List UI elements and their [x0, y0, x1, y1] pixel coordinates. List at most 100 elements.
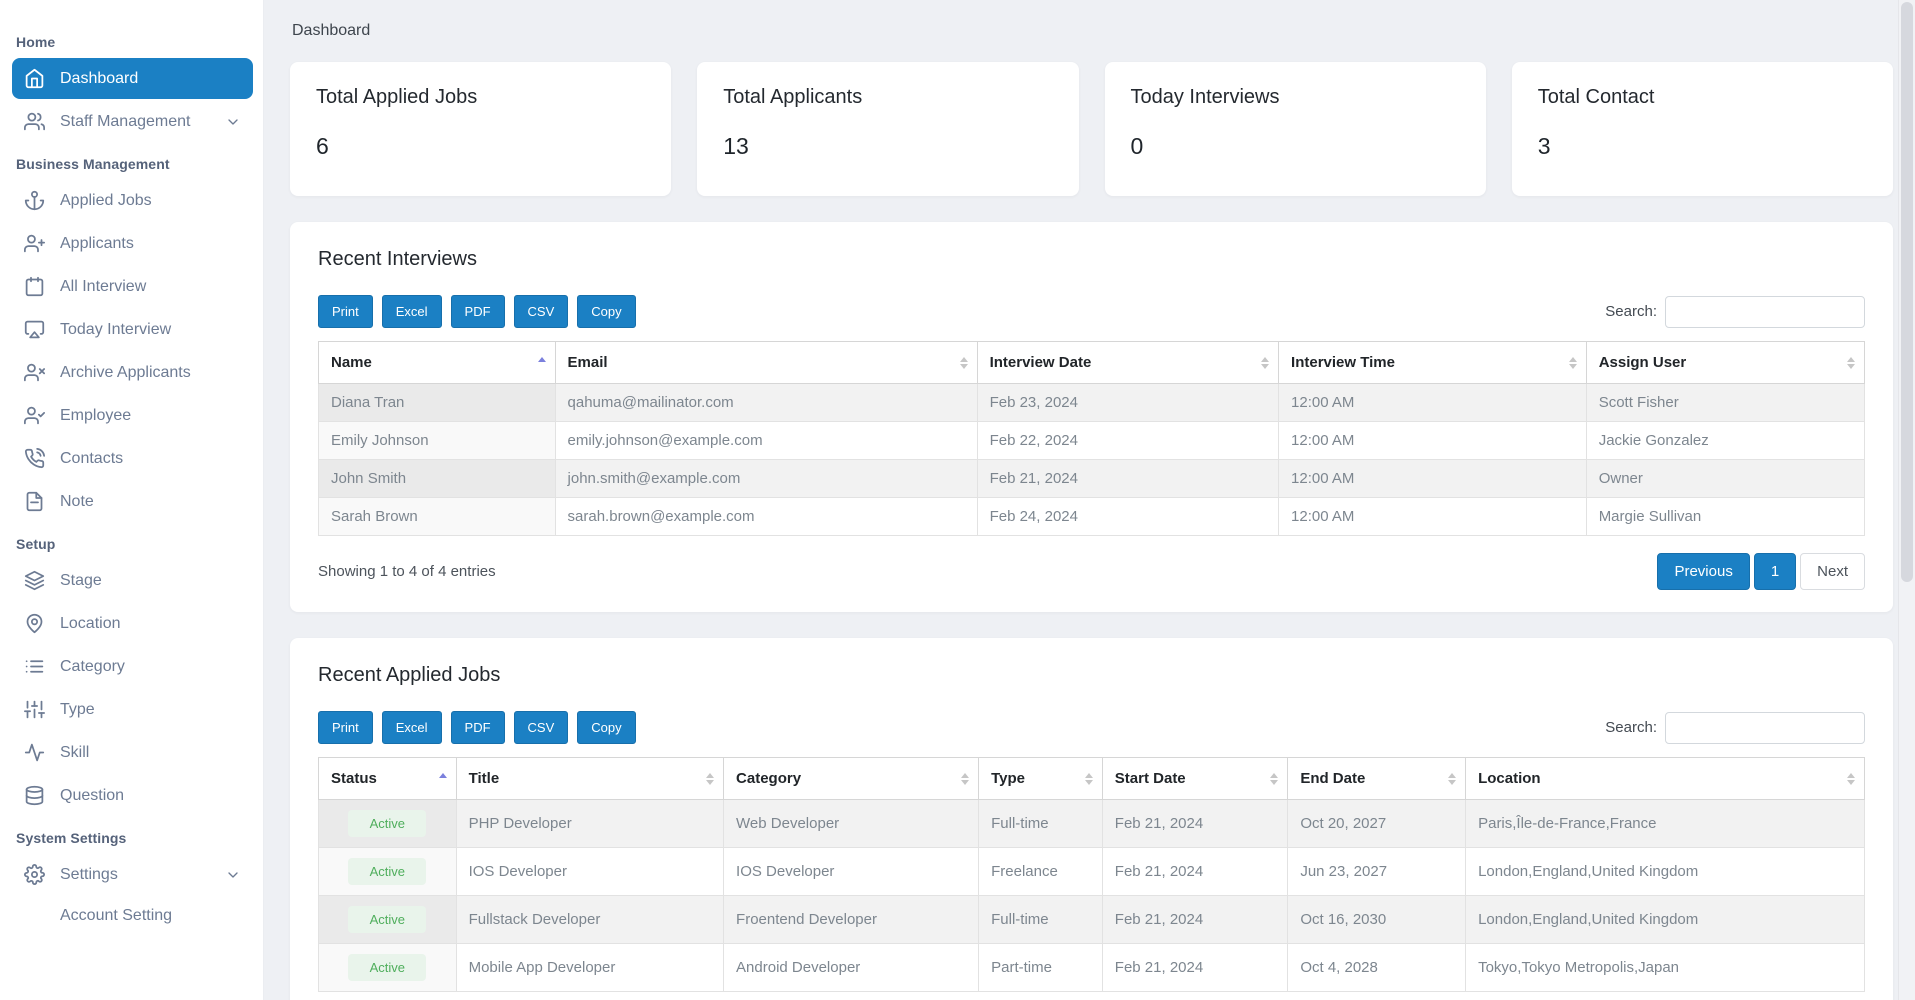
cell-status: Active	[319, 848, 457, 896]
sidebar-item-account-setting[interactable]: Account Setting	[12, 897, 253, 935]
stat-title: Total Applied Jobs	[316, 86, 645, 109]
sort-icon	[706, 773, 714, 785]
cell-date: Feb 23, 2024	[977, 384, 1278, 422]
sidebar-item-contacts[interactable]: Contacts	[12, 438, 253, 479]
sidebar-item-employee[interactable]: Employee	[12, 395, 253, 436]
sidebar-item-note[interactable]: Note	[12, 481, 253, 522]
column-header-title[interactable]: Title	[456, 758, 723, 800]
sidebar-item-archive-applicants[interactable]: Archive Applicants	[12, 352, 253, 393]
cell-start-date: Feb 21, 2024	[1102, 896, 1288, 944]
print-button[interactable]: Print	[318, 711, 373, 744]
sidebar-item-staff-management[interactable]: Staff Management	[12, 101, 253, 142]
stat-value: 0	[1131, 133, 1460, 160]
cell-assign-user: Owner	[1586, 460, 1864, 498]
sidebar-item-location[interactable]: Location	[12, 603, 253, 644]
copy-button[interactable]: Copy	[577, 711, 635, 744]
csv-button[interactable]: CSV	[514, 295, 569, 328]
column-header-interview-time[interactable]: Interview Time	[1279, 342, 1587, 384]
interviews-table: Name Email Interview Date Interview Time…	[318, 341, 1865, 536]
sort-asc-icon	[538, 357, 546, 369]
cell-end-date: Jun 23, 2027	[1288, 848, 1466, 896]
search-input[interactable]	[1665, 296, 1865, 328]
column-label: Type	[991, 770, 1025, 787]
sort-icon	[1847, 357, 1855, 369]
column-header-assign-user[interactable]: Assign User	[1586, 342, 1864, 384]
column-header-start-date[interactable]: Start Date	[1102, 758, 1288, 800]
print-button[interactable]: Print	[318, 295, 373, 328]
layers-icon	[24, 570, 45, 591]
sidebar-item-label: Applicants	[60, 235, 134, 253]
sidebar-item-label: Note	[60, 493, 94, 511]
map-pin-icon	[24, 613, 45, 634]
table-row: Emily Johnson emily.johnson@example.com …	[319, 422, 1865, 460]
sidebar-item-applicants[interactable]: Applicants	[12, 223, 253, 264]
sidebar-item-settings[interactable]: Settings	[12, 854, 253, 895]
recent-applied-jobs-panel: Recent Applied Jobs Print Excel PDF CSV …	[290, 638, 1893, 1000]
column-header-category[interactable]: Category	[724, 758, 979, 800]
cell-assign-user: Margie Sullivan	[1586, 498, 1864, 536]
sidebar-item-category[interactable]: Category	[12, 646, 253, 687]
cell-email: john.smith@example.com	[555, 460, 977, 498]
previous-page-button[interactable]: Previous	[1657, 553, 1749, 590]
user-check-icon	[24, 405, 45, 426]
page-number-button[interactable]: 1	[1754, 553, 1796, 590]
sidebar-item-applied-jobs[interactable]: Applied Jobs	[12, 180, 253, 221]
scrollbar-thumb[interactable]	[1901, 2, 1913, 582]
cell-title: Fullstack Developer	[456, 896, 723, 944]
applied-jobs-table: Status Title Category Type Start Date En…	[318, 757, 1865, 992]
sidebar-item-all-interview[interactable]: All Interview	[12, 266, 253, 307]
cell-email: emily.johnson@example.com	[555, 422, 977, 460]
sort-icon	[1261, 357, 1269, 369]
column-header-status[interactable]: Status	[319, 758, 457, 800]
search-input[interactable]	[1665, 712, 1865, 744]
interviews-toolbar: Print Excel PDF CSV Copy Search:	[318, 295, 1865, 328]
column-header-name[interactable]: Name	[319, 342, 556, 384]
chevron-down-icon	[225, 867, 241, 883]
cell-name: Sarah Brown	[319, 498, 556, 536]
sidebar-item-label: Settings	[60, 866, 118, 884]
column-header-type[interactable]: Type	[979, 758, 1103, 800]
next-page-button[interactable]: Next	[1800, 553, 1865, 590]
search-label: Search:	[1605, 303, 1657, 320]
window-scrollbar[interactable]	[1898, 0, 1915, 1000]
interviews-search: Search:	[1605, 296, 1865, 328]
table-row: John Smith john.smith@example.com Feb 21…	[319, 460, 1865, 498]
excel-button[interactable]: Excel	[382, 711, 442, 744]
cell-name: John Smith	[319, 460, 556, 498]
column-header-email[interactable]: Email	[555, 342, 977, 384]
cell-type: Full-time	[979, 800, 1103, 848]
airplay-icon	[24, 319, 45, 340]
status-badge: Active	[348, 858, 426, 885]
cell-location: Tokyo,Tokyo Metropolis,Japan	[1466, 944, 1865, 992]
column-header-end-date[interactable]: End Date	[1288, 758, 1466, 800]
column-header-location[interactable]: Location	[1466, 758, 1865, 800]
pdf-button[interactable]: PDF	[451, 295, 505, 328]
column-label: Name	[331, 354, 372, 371]
copy-button[interactable]: Copy	[577, 295, 635, 328]
stat-title: Total Contact	[1538, 86, 1867, 109]
sidebar-item-stage[interactable]: Stage	[12, 560, 253, 601]
entries-info: Showing 1 to 4 of 4 entries	[318, 563, 496, 580]
user-x-icon	[24, 362, 45, 383]
sidebar-item-skill[interactable]: Skill	[12, 732, 253, 773]
pdf-button[interactable]: PDF	[451, 711, 505, 744]
user-plus-icon	[24, 233, 45, 254]
excel-button[interactable]: Excel	[382, 295, 442, 328]
cell-date: Feb 21, 2024	[977, 460, 1278, 498]
cell-start-date: Feb 21, 2024	[1102, 944, 1288, 992]
cell-location: London,England,United Kingdom	[1466, 848, 1865, 896]
column-header-interview-date[interactable]: Interview Date	[977, 342, 1278, 384]
sidebar-item-type[interactable]: Type	[12, 689, 253, 730]
table-row: Active IOS Developer IOS Developer Freel…	[319, 848, 1865, 896]
file-text-icon	[24, 491, 45, 512]
interviews-table-footer: Showing 1 to 4 of 4 entries Previous 1 N…	[318, 553, 1865, 590]
sidebar-item-dashboard[interactable]: Dashboard	[12, 58, 253, 99]
sidebar-item-today-interview[interactable]: Today Interview	[12, 309, 253, 350]
cell-assign-user: Scott Fisher	[1586, 384, 1864, 422]
csv-button[interactable]: CSV	[514, 711, 569, 744]
applied-jobs-toolbar: Print Excel PDF CSV Copy Search:	[318, 711, 1865, 744]
sidebar-item-label: Question	[60, 787, 124, 805]
cell-location: Paris,Île-de-France,France	[1466, 800, 1865, 848]
sidebar-item-question[interactable]: Question	[12, 775, 253, 816]
sidebar-item-label: Type	[60, 701, 95, 719]
